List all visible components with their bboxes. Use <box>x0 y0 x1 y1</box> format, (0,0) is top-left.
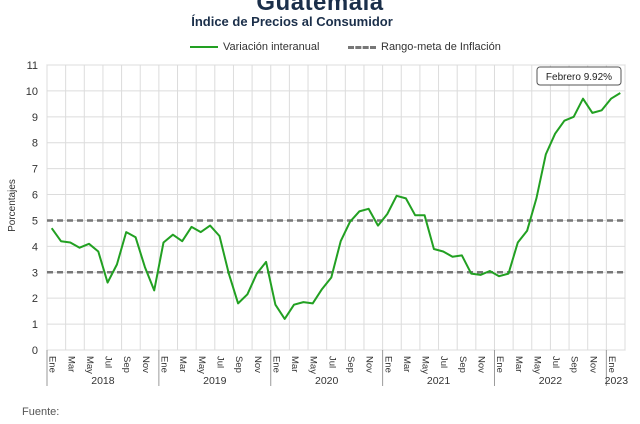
legend-swatch-series <box>190 46 218 48</box>
year-label: 2019 <box>203 375 227 387</box>
year-label: 2022 <box>539 375 563 387</box>
x-tick-label: Ene <box>606 356 617 373</box>
x-tick-label: Mar <box>289 356 300 372</box>
x-tick-label: Nov <box>140 356 151 373</box>
x-tick-label: Mar <box>65 356 76 372</box>
year-label: 2018 <box>91 375 115 387</box>
legend-item-series: Variación interanual <box>190 41 319 53</box>
x-tick-label: Nov <box>364 356 375 373</box>
legend-item-band: Rango-meta de Inflación <box>348 41 501 53</box>
x-tick-label: May <box>308 356 319 374</box>
x-tick-label: May <box>531 356 542 374</box>
year-label: 2021 <box>427 375 451 387</box>
annotation-label: Febrero 9.92% <box>546 72 612 83</box>
x-tick-label: Ene <box>47 356 58 373</box>
y-tick-label: 1 <box>32 319 38 331</box>
y-tick-label: 6 <box>32 190 38 202</box>
x-tick-label: Jul <box>214 356 225 368</box>
y-tick-label: 4 <box>32 241 38 253</box>
x-tick-label: Sep <box>233 356 244 373</box>
x-tick-label: Sep <box>457 356 468 373</box>
source-label: Fuente: <box>22 406 60 418</box>
series-line-variacion <box>50 92 621 320</box>
x-tick-label: Ene <box>270 356 281 373</box>
year-label: 2020 <box>315 375 339 387</box>
legend-label-series: Variación interanual <box>223 41 320 53</box>
plot-area <box>46 64 626 351</box>
x-tick-label: Ene <box>159 356 170 373</box>
y-tick-label: 5 <box>32 215 38 227</box>
chart-subtitle: Índice de Precios al Consumidor <box>191 14 393 29</box>
y-tick-label: 3 <box>32 267 38 279</box>
x-tick-label: May <box>196 356 207 374</box>
y-tick-label: 10 <box>26 86 38 98</box>
y-tick-label: 9 <box>32 112 38 124</box>
x-tick-label: Nov <box>476 356 487 373</box>
x-tick-label: Sep <box>345 356 356 373</box>
x-tick-label: Ene <box>494 356 505 373</box>
x-tick-label: Jul <box>326 356 337 368</box>
year-label: 2023 <box>605 375 629 387</box>
legend-label-band: Rango-meta de Inflación <box>381 41 501 53</box>
y-tick-label: 2 <box>32 293 38 305</box>
x-tick-label: Mar <box>177 356 188 372</box>
x-tick-label: Jul <box>438 356 449 368</box>
x-tick-label: Jul <box>550 356 561 368</box>
chart-title: Guatemala <box>256 0 384 16</box>
x-tick-label: May <box>420 356 431 374</box>
x-tick-label: Mar <box>513 356 524 372</box>
x-tick-label: Ene <box>382 356 393 373</box>
y-tick-label: 11 <box>27 60 38 72</box>
x-tick-label: May <box>84 356 95 374</box>
y-tick-label: 8 <box>32 138 38 150</box>
x-tick-label: Nov <box>252 356 263 373</box>
legend-swatch-band <box>348 45 376 49</box>
x-tick-label: Jul <box>103 356 114 368</box>
x-tick-label: Sep <box>569 356 580 373</box>
x-tick-label: Mar <box>401 356 412 372</box>
y-tick-label: 0 <box>32 345 38 357</box>
y-tick-label: 7 <box>32 164 38 176</box>
x-tick-label: Nov <box>587 356 598 373</box>
x-tick-label: Sep <box>121 356 132 373</box>
annotation-box <box>536 66 622 86</box>
